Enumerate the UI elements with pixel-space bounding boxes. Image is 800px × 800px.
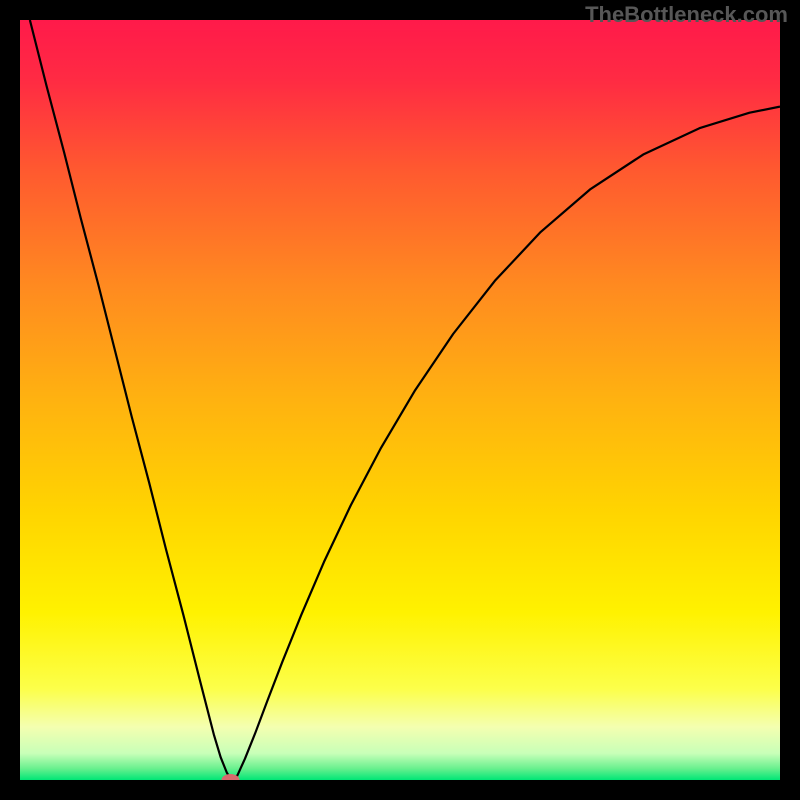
chart-svg xyxy=(20,20,780,780)
watermark-text: TheBottleneck.com xyxy=(585,2,788,28)
plot-area xyxy=(20,20,780,780)
chart-container: TheBottleneck.com xyxy=(0,0,800,800)
gradient-background xyxy=(20,20,780,780)
